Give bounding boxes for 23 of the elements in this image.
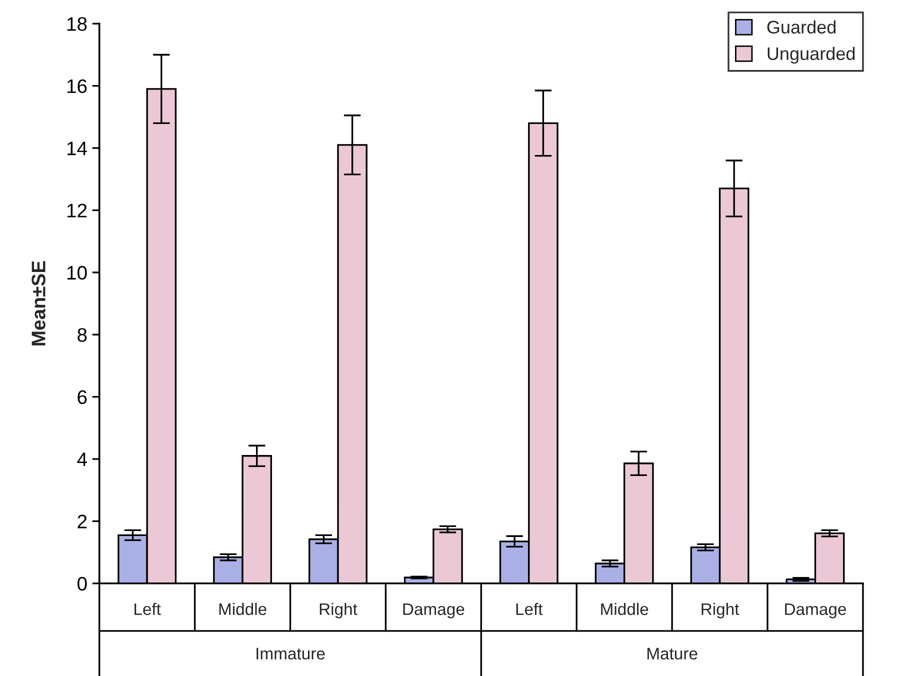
x-tick-label: Right xyxy=(320,602,358,618)
y-tick-label: 2 xyxy=(78,514,87,528)
legend-label: Unguarded xyxy=(768,46,855,64)
x-tick-label: Left xyxy=(134,602,161,616)
x-tick-label: Middle xyxy=(601,602,648,616)
y-tick-label: 16 xyxy=(67,79,87,94)
y-tick-label: 4 xyxy=(77,452,87,466)
y-tick-label: 18 xyxy=(67,17,87,31)
y-tick-label: 14 xyxy=(67,142,87,156)
x-tick-label: Damage xyxy=(403,603,464,618)
y-tick-label: 12 xyxy=(67,204,87,218)
y-tick-label: 10 xyxy=(67,266,87,280)
y-axis-title: Mean±SE xyxy=(32,261,46,346)
legend-label: Guarded xyxy=(767,20,836,34)
y-tick-label: 6 xyxy=(78,390,87,404)
y-tick-label: 8 xyxy=(78,328,87,342)
text: Mature xyxy=(647,648,698,660)
x-tick-label: Right xyxy=(702,602,740,618)
y-tick-label: 0 xyxy=(78,576,87,591)
text: Immature xyxy=(256,648,325,660)
x-tick-label: Left xyxy=(516,602,543,616)
x-tick-label: Damage xyxy=(785,603,846,618)
x-tick-label: Middle xyxy=(219,602,266,616)
